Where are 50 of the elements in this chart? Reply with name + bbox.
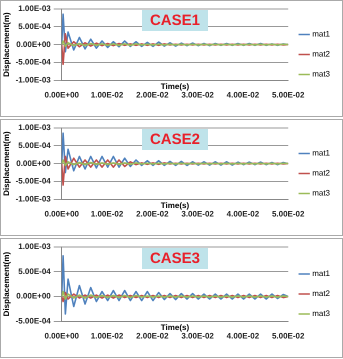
y-axis-title: Displacement(m) — [2, 12, 12, 77]
y-tick-label: 0.00E+00 — [16, 40, 52, 49]
y-tick-label: -5.00E-04 — [16, 316, 52, 326]
y-tick-label: 0.00E+00 — [16, 292, 52, 301]
legend-label: mat1 — [312, 148, 331, 158]
y-tick-label: -5.00E-04 — [16, 176, 52, 186]
chart-title: CASE2 — [142, 128, 208, 150]
legend-label: mat3 — [312, 309, 331, 318]
y-tick-label: -1.00E-03 — [16, 76, 52, 85]
legend-label: mat1 — [312, 30, 331, 39]
x-tick-label: 1.00E-02 — [90, 331, 124, 340]
y-tick-label: 5.00E-04 — [18, 266, 52, 276]
legend-label: mat3 — [312, 188, 331, 198]
x-tick-label: 3.00E-02 — [181, 209, 214, 218]
x-tick-label: 1.00E-02 — [90, 90, 124, 100]
legend-label: mat2 — [312, 50, 331, 59]
y-tick-label: -5.00E-04 — [16, 58, 52, 67]
x-axis-title: Time(s) — [160, 82, 190, 92]
y-tick-label: 5.00E-04 — [18, 22, 52, 31]
x-tick-label: 4.00E-02 — [226, 209, 260, 218]
y-tick-label: 5.00E-04 — [18, 140, 52, 150]
y-tick-label: 1.00E-03 — [18, 4, 52, 14]
legend-label: mat1 — [312, 269, 331, 278]
chart-title: CASE1 — [142, 10, 208, 31]
x-tick-label: 0.00E+00 — [44, 90, 80, 100]
y-axis-title: Displacement(m) — [2, 131, 12, 196]
x-axis-title: Time(s) — [160, 201, 190, 210]
x-tick-label: 0.00E+00 — [44, 331, 80, 340]
x-tick-label: 5.00E-02 — [272, 331, 305, 340]
x-tick-label: 3.00E-02 — [181, 331, 214, 340]
y-axis-title: Displacement(m) — [2, 252, 12, 316]
x-tick-label: 4.00E-02 — [226, 90, 260, 100]
x-tick-label: 2.00E-02 — [136, 90, 170, 100]
x-tick-label: 0.00E+00 — [44, 209, 80, 218]
x-tick-label: 3.00E-02 — [181, 90, 214, 100]
x-axis-title: Time(s) — [160, 323, 190, 332]
legend-label: mat3 — [312, 70, 331, 79]
y-tick-label: -1.00E-03 — [16, 194, 52, 204]
x-tick-label: 1.00E-02 — [90, 209, 124, 218]
x-tick-label: 2.00E-02 — [136, 209, 170, 218]
x-tick-label: 5.00E-02 — [272, 209, 305, 218]
x-tick-label: 5.00E-02 — [272, 90, 305, 100]
x-tick-label: 2.00E-02 — [136, 331, 170, 340]
chart-title: CASE3 — [142, 248, 208, 269]
y-tick-label: 0.00E+00 — [16, 158, 52, 168]
legend-label: mat2 — [312, 168, 331, 178]
x-tick-label: 4.00E-02 — [226, 331, 260, 340]
legend-label: mat2 — [312, 289, 331, 298]
y-tick-label: 1.00E-03 — [18, 123, 52, 132]
y-tick-label: 1.00E-03 — [18, 242, 52, 252]
